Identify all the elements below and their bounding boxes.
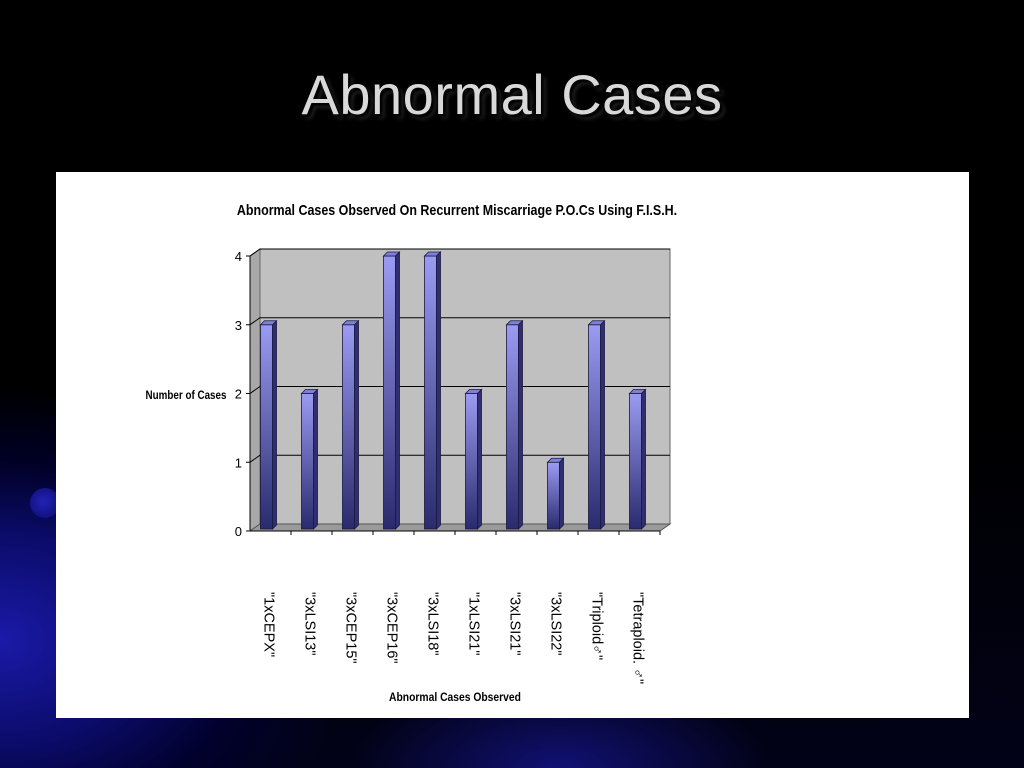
- bar-side: [272, 319, 277, 530]
- bar-chart: Abnormal Cases Observed On Recurrent Mis…: [146, 202, 678, 704]
- bar: [301, 393, 314, 530]
- bar-side: [477, 388, 482, 530]
- x-tick-label: "Tetraploid. ♂": [630, 592, 646, 684]
- bar-side: [354, 319, 359, 530]
- y-tick-label: 0: [235, 524, 242, 539]
- x-tick-label: "3xLSI22": [548, 592, 564, 656]
- chart-panel: Abnormal Cases Observed On Recurrent Mis…: [56, 172, 969, 718]
- gridline: [249, 248, 670, 257]
- bar-side: [313, 388, 318, 530]
- gridline: [249, 386, 670, 394]
- bar: [506, 324, 519, 530]
- x-tick-label: "1xCEPX": [261, 592, 277, 657]
- y-tick-label: 2: [235, 387, 242, 402]
- x-tick-label: "3xLSI18": [425, 592, 441, 656]
- bar: [424, 255, 437, 530]
- y-axis-label: Number of Cases: [146, 389, 227, 402]
- chart-title: Abnormal Cases Observed On Recurrent Mis…: [237, 202, 677, 218]
- y-tick-label: 3: [235, 318, 242, 333]
- decorative-orb: [30, 488, 60, 518]
- bar-side: [518, 319, 523, 530]
- bar: [547, 461, 560, 530]
- x-tick-label: "3xLSI13": [302, 592, 318, 656]
- bar-side: [600, 319, 605, 530]
- bar-side: [436, 251, 441, 530]
- x-tick-label: "3xCEP15": [343, 592, 359, 664]
- bar: [588, 324, 601, 530]
- x-tick-label: "3xCEP16": [384, 592, 400, 664]
- bar: [383, 255, 396, 530]
- slide-title: Abnormal Cases: [301, 63, 723, 126]
- bar-side: [641, 388, 646, 530]
- x-tick-label: "Triploid♂": [589, 592, 605, 660]
- x-tick-label: "3xLSI21": [507, 592, 523, 656]
- gridline: [249, 317, 670, 326]
- bar: [342, 324, 355, 530]
- x-tick-label: "1xLSI21": [466, 592, 482, 656]
- bar-side: [395, 251, 400, 530]
- y-tick-label: 1: [235, 455, 242, 470]
- bar-side: [559, 457, 564, 530]
- bar: [465, 393, 478, 530]
- x-axis-label: Abnormal Cases Observed: [389, 691, 521, 704]
- bar: [629, 393, 642, 530]
- y-tick-label: 4: [235, 249, 242, 264]
- gridline: [249, 454, 670, 463]
- bar: [260, 324, 273, 530]
